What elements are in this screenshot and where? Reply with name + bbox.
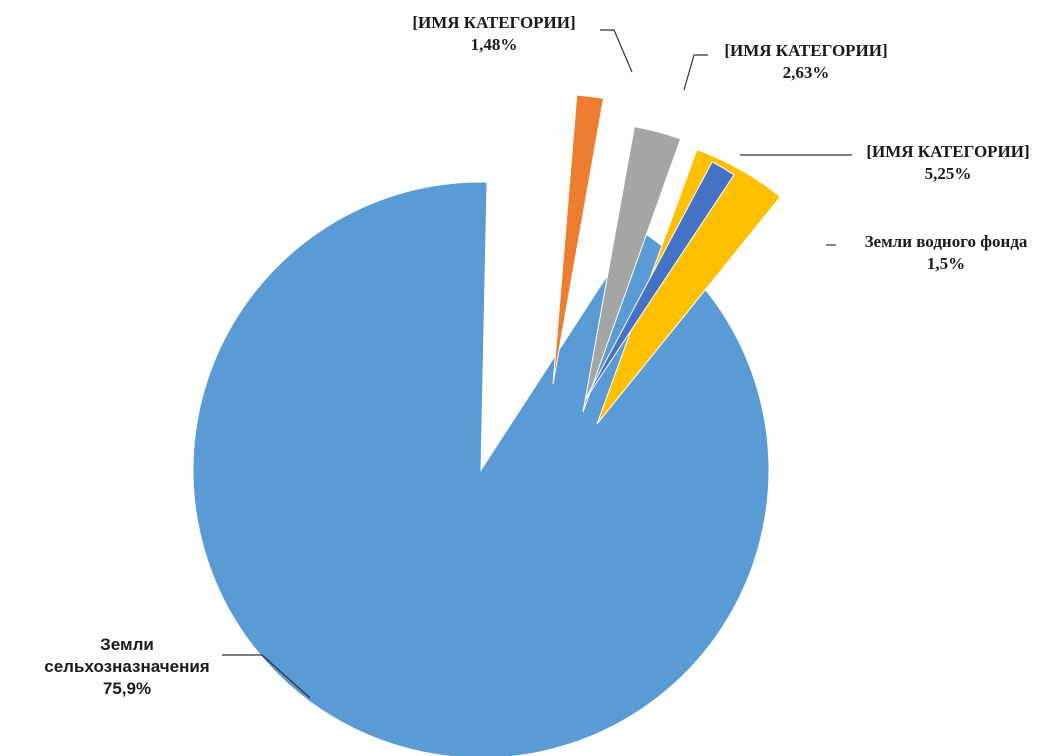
data-label-name: [ИМЯ КАТЕГОРИИ] (866, 142, 1029, 161)
data-label-name: [ИМЯ КАТЕГОРИИ] (412, 13, 575, 32)
data-label-name: [ИМЯ КАТЕГОРИИ] (724, 41, 887, 60)
pie-slice-1 (552, 94, 605, 385)
leader-line-0 (222, 654, 311, 699)
pie-slice-2 (582, 126, 682, 413)
data-label-value: 2,63% (783, 63, 830, 82)
data-label-name: Земли водного фонда (865, 232, 1028, 251)
data-label-value: 1,48% (471, 35, 518, 54)
leader-line-1 (600, 29, 633, 73)
data-label-value: 1,5% (927, 254, 965, 273)
data-labels: Земли сельхозназначения 75,9% [ИМЯ КАТЕГОРИ… (44, 13, 1029, 698)
leader-line-2 (683, 54, 708, 91)
data-label-value: 5,25% (925, 164, 972, 183)
data-label-value: 75,9% (103, 679, 151, 698)
data-label-2: [ИМЯ КАТЕГОРИИ] 2,63% (724, 41, 887, 82)
pie-slice-4 (584, 161, 735, 401)
data-label-4: Земли водного фонда 1,5% (865, 232, 1028, 273)
data-label-1: [ИМЯ КАТЕГОРИИ] 1,48% (412, 13, 575, 54)
data-label-name: Земли (100, 635, 154, 654)
data-label-3: [ИМЯ КАТЕГОРИИ] 5,25% (866, 142, 1029, 183)
leader-lines (222, 29, 852, 699)
data-label-name: сельхозназначения (44, 657, 209, 676)
pie-slices (192, 94, 782, 756)
pie-slice-3 (596, 148, 782, 425)
data-label-0: Земли сельхозназначения 75,9% (44, 635, 209, 698)
